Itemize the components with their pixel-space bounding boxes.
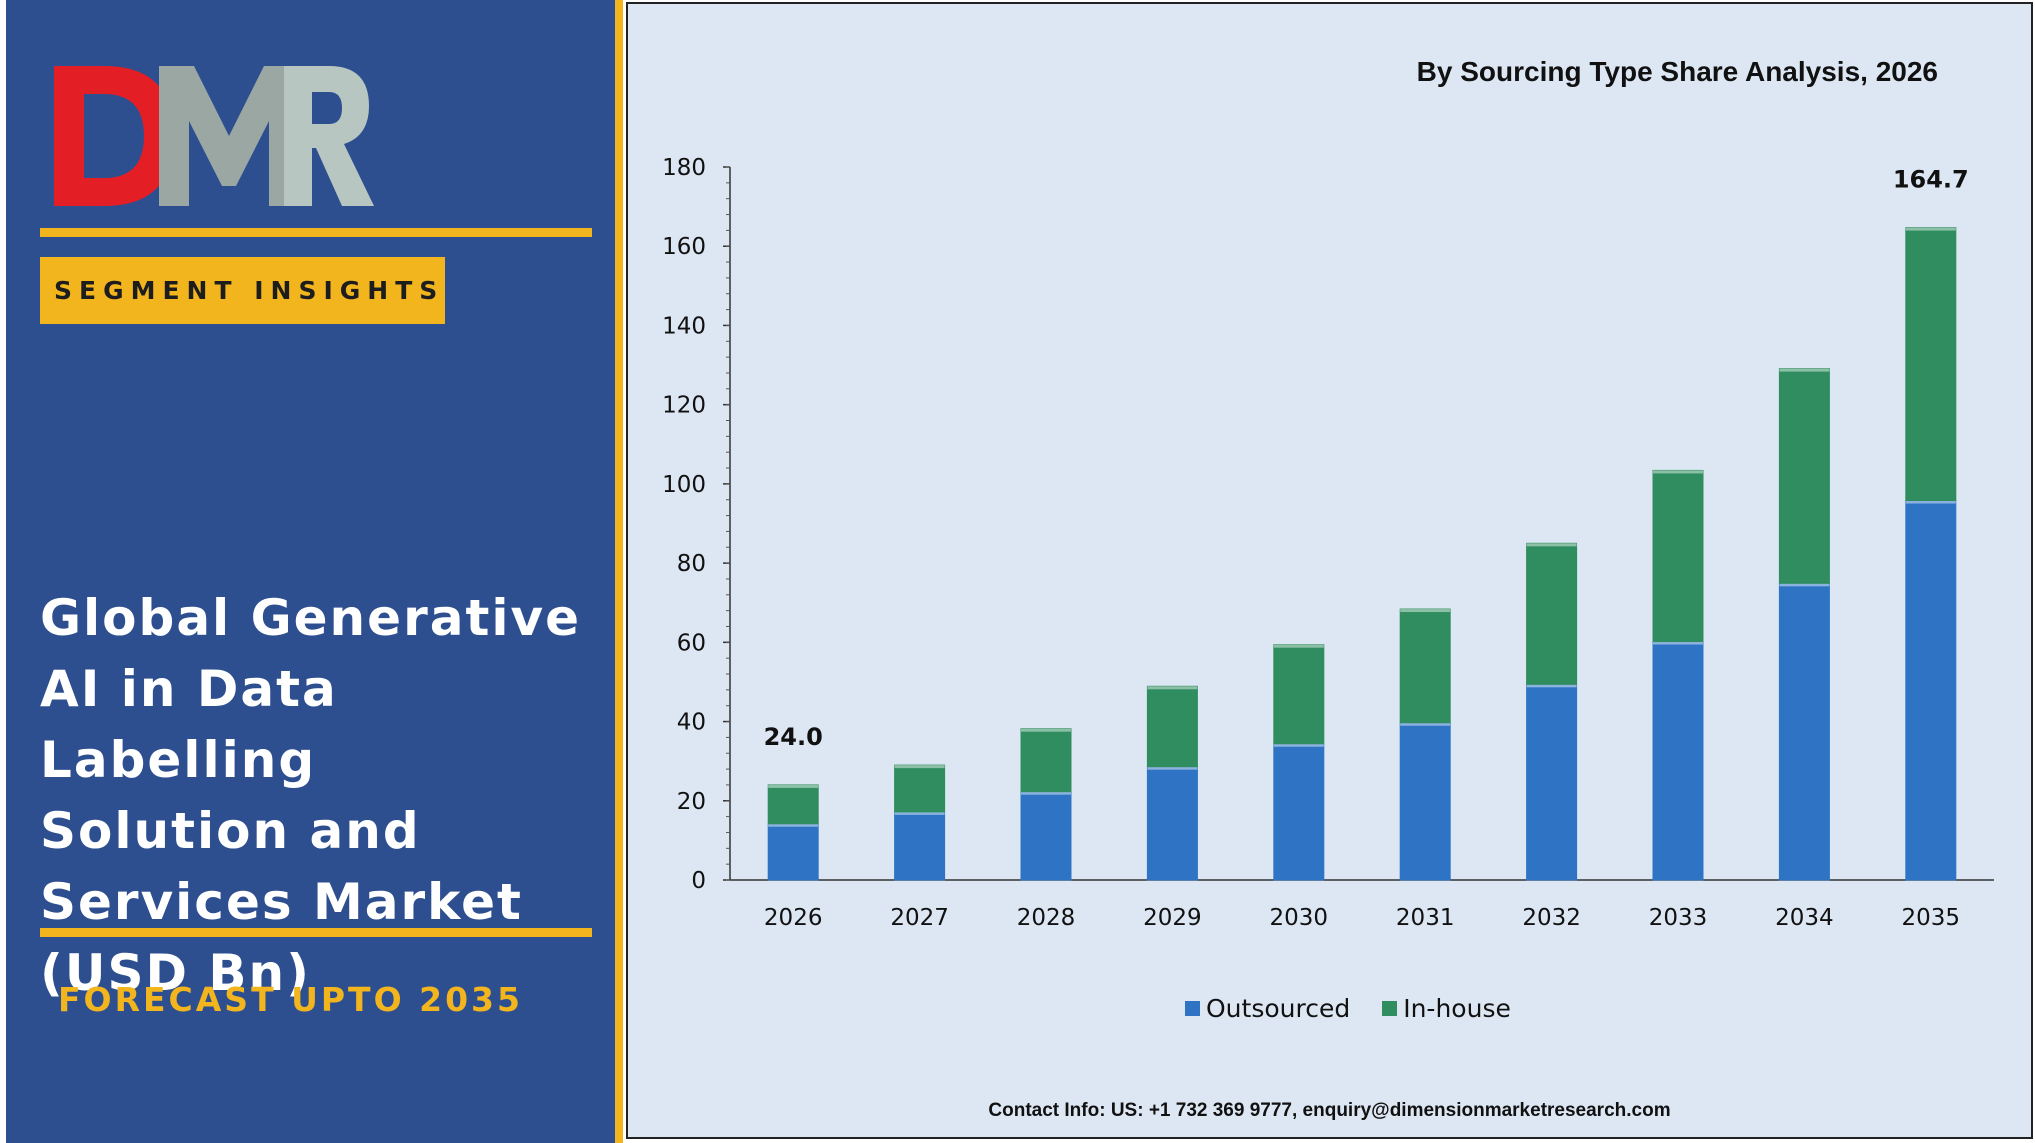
chart-title: By Sourcing Type Share Analysis, 2026 xyxy=(1416,56,1938,87)
bar-outsourced xyxy=(1652,641,1704,881)
top-rule xyxy=(40,228,592,237)
dmr-logo xyxy=(54,66,374,206)
y-tick-label: 60 xyxy=(677,630,706,656)
bar-highlight xyxy=(768,784,819,788)
y-tick-label: 160 xyxy=(662,234,706,260)
bar-highlight xyxy=(1400,609,1451,613)
bar-highlight xyxy=(894,765,945,769)
data-label-total: 24.0 xyxy=(764,723,823,751)
legend-label: Outsourced xyxy=(1206,994,1351,1023)
bar-inhouse xyxy=(1652,469,1704,643)
y-tick-label: 20 xyxy=(677,789,706,815)
x-tick-label: 2026 xyxy=(764,905,823,931)
x-tick-label: 2028 xyxy=(1017,905,1076,931)
bar-highlight xyxy=(1653,641,1703,645)
x-tick-label: 2034 xyxy=(1775,905,1834,931)
bar-outsourced xyxy=(1399,722,1451,881)
forecast-label: FORECAST UPTO 2035 xyxy=(58,980,523,1019)
logo-letter-d xyxy=(54,66,174,206)
bar-outsourced xyxy=(1778,582,1830,881)
bar-outsourced xyxy=(1526,683,1578,881)
y-tick-label: 120 xyxy=(662,393,706,419)
x-tick-label: 2033 xyxy=(1649,905,1708,931)
y-tick-label: 0 xyxy=(691,868,706,894)
bar-highlight xyxy=(1400,722,1451,726)
bar-highlight xyxy=(1779,368,1830,372)
bar-inhouse xyxy=(1526,542,1578,685)
y-tick-label: 100 xyxy=(662,472,706,498)
chart-panel: By Sourcing Type Share Analysis, 2026 0 2… xyxy=(626,2,2033,1139)
bar-highlight xyxy=(768,823,819,827)
bar-highlight xyxy=(1905,227,1956,231)
bar-highlight xyxy=(1653,470,1703,474)
bar-highlight xyxy=(1779,583,1830,587)
x-tick-label: 2032 xyxy=(1522,905,1581,931)
bar-highlight xyxy=(1273,644,1324,648)
title-line: (USD Bn) xyxy=(40,944,311,1002)
x-tick-label: 2035 xyxy=(1902,905,1961,931)
bar-inhouse xyxy=(1020,728,1072,793)
bar-inhouse xyxy=(1146,685,1198,768)
bar-outsourced xyxy=(767,823,819,881)
bottom-rule xyxy=(40,928,592,937)
bar-highlight xyxy=(1147,766,1198,770)
data-label-total: 164.7 xyxy=(1893,166,1969,194)
bar-outsourced xyxy=(1273,743,1325,881)
bar-highlight xyxy=(1526,684,1577,688)
bar-outsourced xyxy=(1146,766,1198,881)
contact-info: Contact Info: US: +1 732 369 9777, enqui… xyxy=(988,1100,1671,1121)
logo-letter-m xyxy=(159,66,299,206)
legend-swatch-inhouse xyxy=(1382,1001,1398,1016)
bar-inhouse xyxy=(1399,608,1451,724)
bar-outsourced xyxy=(1020,791,1072,881)
bar-inhouse xyxy=(1778,368,1830,584)
bar-outsourced xyxy=(894,811,946,881)
bar-inhouse xyxy=(1905,227,1957,502)
legend-swatch-outsourced xyxy=(1185,1001,1200,1016)
legend-item-outsourced: Outsourced xyxy=(1185,994,1350,1023)
y-tick-label: 80 xyxy=(677,551,706,577)
bar-inhouse xyxy=(767,784,819,825)
x-tick-label: 2027 xyxy=(890,905,949,931)
title-line: Services Market xyxy=(40,873,523,931)
bar-highlight xyxy=(1526,543,1577,547)
bar-highlight xyxy=(1905,500,1956,504)
logo-letter-r xyxy=(284,66,374,206)
panel-divider xyxy=(615,0,623,1143)
report-title: Global Generative AI in Data Labelling S… xyxy=(40,583,620,1009)
title-line: AI in Data Labelling xyxy=(40,660,338,789)
bar-highlight xyxy=(1021,791,1071,795)
bar-highlight xyxy=(1147,686,1198,690)
bar-inhouse xyxy=(894,764,946,813)
bar-inhouse xyxy=(1273,644,1325,745)
bar-highlight xyxy=(1273,743,1324,747)
title-line: Global Generative xyxy=(40,589,582,647)
bar-outsourced xyxy=(1905,500,1957,881)
segment-insights-badge: SEGMENT INSIGHTS xyxy=(40,257,445,324)
bar-highlight xyxy=(894,811,945,815)
legend-item-inhouse: In-house xyxy=(1382,994,1511,1023)
x-tick-label: 2030 xyxy=(1270,905,1329,931)
y-tick-label: 40 xyxy=(677,710,706,736)
x-tick-label: 2029 xyxy=(1143,905,1202,931)
y-tick-label: 180 xyxy=(662,155,706,181)
chart-legend: Outsourced In-house xyxy=(1185,994,1511,1023)
legend-label: In-house xyxy=(1403,994,1511,1023)
y-tick-label: 140 xyxy=(662,313,706,339)
bar-highlight xyxy=(1021,728,1071,732)
left-panel: SEGMENT INSIGHTS Global Generative AI in… xyxy=(6,0,615,1143)
stacked-bar-chart: 0 20 40 60 80 100 120 140 160 180 2026 24.0 2027 2028… xyxy=(662,155,1994,931)
title-line: Solution and xyxy=(40,802,421,860)
x-tick-label: 2031 xyxy=(1396,905,1455,931)
